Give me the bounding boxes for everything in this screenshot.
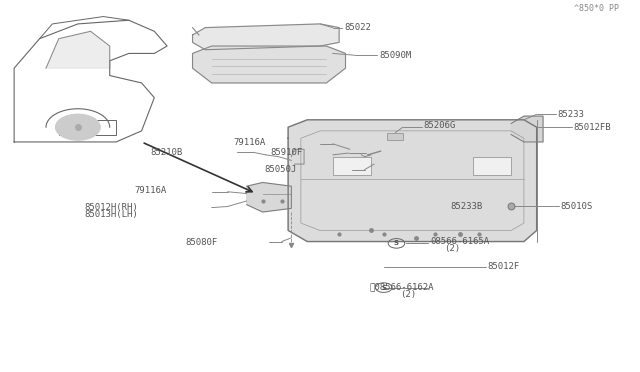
Text: ^850*0 PP: ^850*0 PP bbox=[575, 4, 620, 13]
Text: 85080F: 85080F bbox=[186, 238, 218, 247]
Bar bbox=[59, 120, 116, 135]
Text: S: S bbox=[381, 285, 386, 291]
Polygon shape bbox=[193, 24, 339, 50]
Text: 85010S: 85010S bbox=[561, 202, 593, 211]
Text: 85012H(RH): 85012H(RH) bbox=[84, 203, 138, 212]
Text: Ⓝ08566-6162A: Ⓝ08566-6162A bbox=[370, 282, 434, 291]
Text: 85233B: 85233B bbox=[451, 202, 483, 211]
Circle shape bbox=[56, 114, 100, 140]
Text: 85022: 85022 bbox=[344, 23, 371, 32]
Text: 85210B: 85210B bbox=[151, 148, 183, 157]
Polygon shape bbox=[288, 120, 537, 241]
Text: 85233: 85233 bbox=[557, 110, 584, 119]
Text: 85206G: 85206G bbox=[424, 121, 456, 130]
Text: (2): (2) bbox=[399, 290, 416, 299]
Polygon shape bbox=[193, 46, 346, 83]
Text: S: S bbox=[394, 240, 399, 246]
Bar bbox=[333, 157, 371, 175]
Polygon shape bbox=[46, 31, 109, 68]
Text: 85090M: 85090M bbox=[380, 51, 412, 60]
Polygon shape bbox=[246, 183, 291, 212]
Text: 08566-6165A: 08566-6165A bbox=[430, 237, 490, 246]
Text: 79116A: 79116A bbox=[234, 138, 266, 147]
Text: 79116A: 79116A bbox=[135, 186, 167, 195]
Text: 85910F: 85910F bbox=[271, 148, 303, 157]
Text: 85012FB: 85012FB bbox=[573, 123, 611, 132]
Bar bbox=[473, 157, 511, 175]
Bar bbox=[387, 133, 403, 140]
Text: 85050J: 85050J bbox=[264, 165, 296, 174]
Polygon shape bbox=[511, 116, 543, 142]
Text: 85013H(LH): 85013H(LH) bbox=[84, 211, 138, 219]
Text: 85012F: 85012F bbox=[488, 262, 520, 271]
Text: (2): (2) bbox=[444, 244, 460, 253]
